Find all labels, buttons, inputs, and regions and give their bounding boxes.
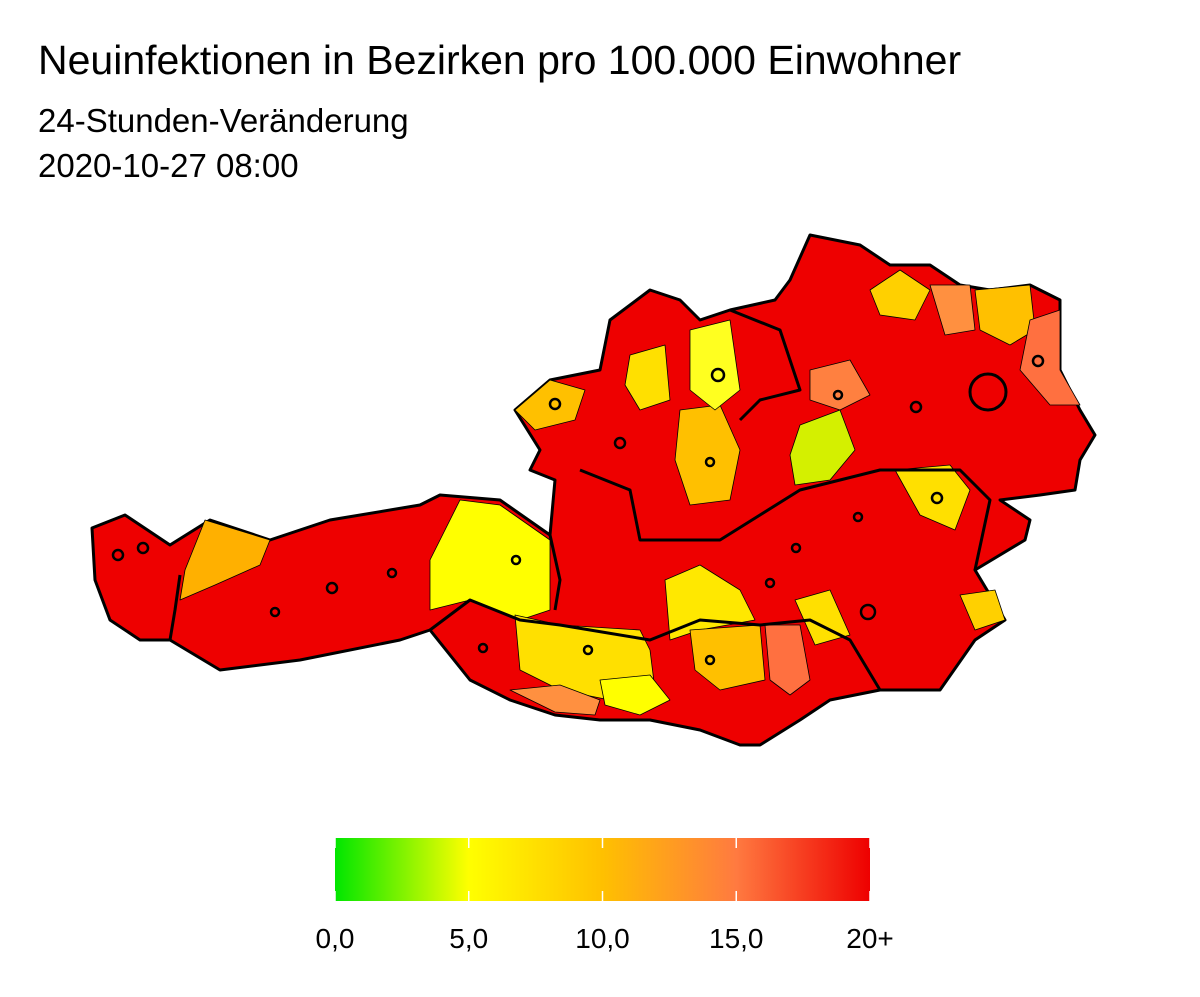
district [599,674,671,716]
legend-tick-label: 15,0 [709,923,764,954]
state-borders [168,308,1008,691]
marker [852,511,864,523]
district [929,284,976,336]
district [809,359,871,411]
marker [790,542,802,554]
austria-map [90,233,1097,747]
district [974,284,1036,346]
state-border [729,308,802,422]
subtitle: 24-Stunden-Veränderung [38,102,409,139]
marker [859,603,877,621]
district [959,589,1006,631]
marker [704,654,716,666]
district [509,684,601,716]
state-border [579,468,992,571]
color-scale [335,838,870,901]
marker [477,642,489,654]
vienna-border [968,372,1008,412]
legend-tick-label: 20+ [846,923,894,954]
district [689,319,741,411]
district [794,589,851,646]
district [624,344,671,411]
marker [930,491,944,505]
marker [548,397,562,411]
legend-tick-label: 0,0 [316,923,355,954]
marker [764,577,776,589]
marker [613,436,627,450]
marker [269,606,281,618]
marker [832,389,844,401]
marker [111,548,125,562]
state-border [548,534,562,611]
legend: 0,0 5,0 10,0 15,0 20+ [316,838,894,954]
title: Neuinfektionen in Bezirken pro 100.000 E… [38,37,961,83]
state-border [168,574,182,641]
legend-tick-label: 10,0 [575,923,630,954]
marker [325,581,339,595]
marker [582,644,594,656]
district [764,624,811,696]
marker [909,400,923,414]
marker: 0,0 5,0 10,0 15,0 20+ [316,838,894,954]
district [429,499,551,621]
date: 2020-10-27 08:00 [38,147,299,184]
district [1019,309,1081,406]
state-border [429,598,882,691]
district [689,624,766,691]
marker [1031,354,1045,368]
district-markers [111,354,1045,666]
marker [704,456,716,468]
marker [136,541,150,555]
district [869,269,931,321]
district [179,519,271,601]
marker [510,554,522,566]
marker [386,567,398,579]
marker [710,367,726,383]
legend-tick-label: 5,0 [449,923,488,954]
